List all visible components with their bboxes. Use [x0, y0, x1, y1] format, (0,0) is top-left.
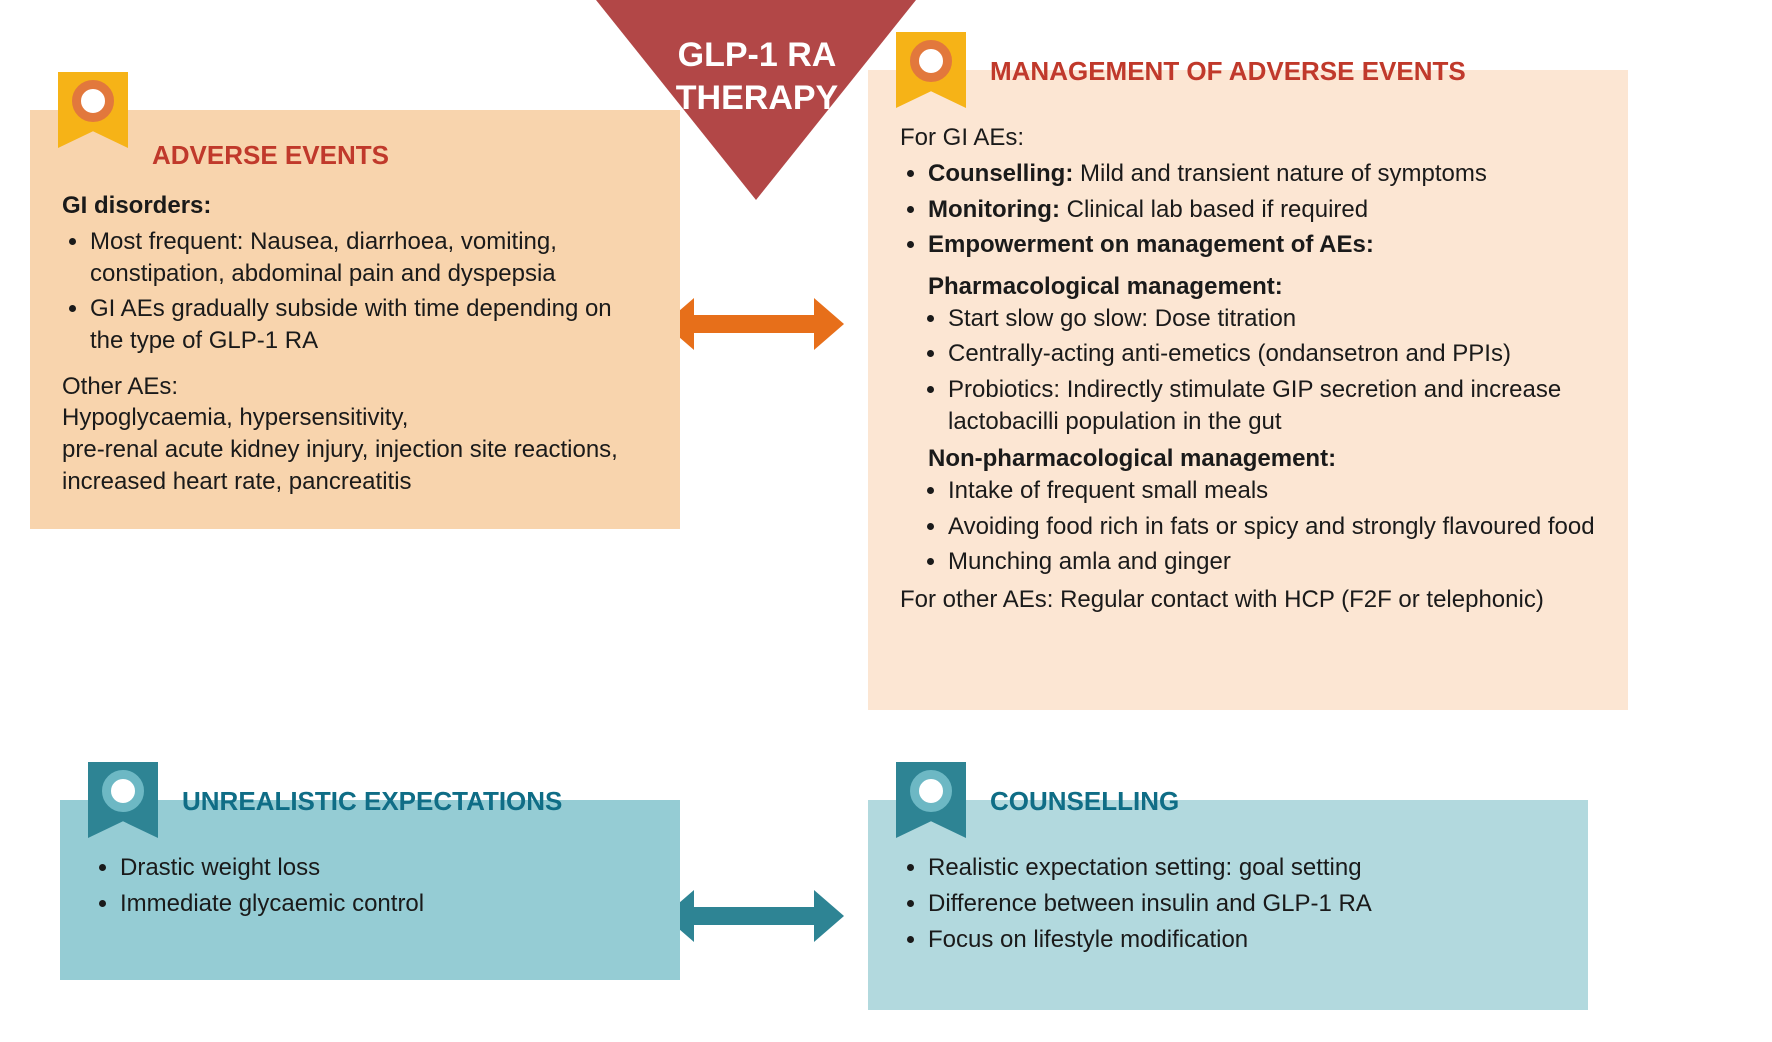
mgmt-other-text: For other AEs: Regular contact with HCP …: [900, 584, 1596, 616]
title-text: ADVERSE EVENTS: [152, 140, 389, 170]
bookmark-ring: [910, 770, 952, 812]
panel-adverse-events: ADVERSE EVENTS GI disorders: Most freque…: [30, 110, 680, 529]
title-text: UNREALISTIC EXPECTATIONS: [182, 786, 562, 816]
bookmark-counselling: [896, 762, 966, 838]
pharm-heading: Pharmacological management:: [900, 271, 1596, 303]
list-item: Centrally-acting anti-emetics (ondansetr…: [948, 338, 1596, 370]
panel-title-expectations: UNREALISTIC EXPECTATIONS: [92, 784, 648, 818]
arrow-bottom: [664, 890, 844, 942]
title-text: MANAGEMENT OF ADVERSE EVENTS: [990, 56, 1466, 86]
list-item: Focus on lifestyle modification: [928, 924, 1556, 956]
mgmt-main-bullets: Counselling: Mild and transient nature o…: [900, 158, 1596, 261]
gi-bullets: Most frequent: Nausea, diarrhoea, vomiti…: [62, 226, 648, 357]
panel-title-management: MANAGEMENT OF ADVERSE EVENTS: [900, 54, 1596, 88]
center-line1: GLP-1 RA: [678, 36, 837, 74]
center-line2: THERAPY: [676, 79, 838, 117]
bookmark-ring: [72, 80, 114, 122]
list-item: Probiotics: Indirectly stimulate GIP sec…: [948, 374, 1596, 437]
gi-heading: GI disorders:: [62, 190, 648, 222]
list-item: Monitoring: Clinical lab based if requir…: [928, 194, 1596, 226]
list-item: Intake of frequent small meals: [948, 475, 1596, 507]
arrow-top: [664, 298, 844, 350]
list-item: Avoiding food rich in fats or spicy and …: [948, 511, 1596, 543]
center-title: GLP-1 RA THERAPY: [642, 34, 872, 119]
arrow-shaft: [694, 315, 814, 333]
panel-title-adverse: ADVERSE EVENTS: [62, 138, 648, 172]
bookmark-expectations: [88, 762, 158, 838]
panel-counselling: COUNSELLING Realistic expectation settin…: [868, 800, 1588, 1010]
list-item: Munching amla and ginger: [948, 546, 1596, 578]
nonpharm-bullets: Intake of frequent small meals Avoiding f…: [900, 475, 1596, 578]
bookmark-ring: [102, 770, 144, 812]
list-item: Immediate glycaemic control: [120, 888, 648, 920]
panel-title-counselling: COUNSELLING: [900, 784, 1556, 818]
counselling-bullets: Realistic expectation setting: goal sett…: [900, 852, 1556, 955]
panel-expectations: UNREALISTIC EXPECTATIONS Drastic weight …: [60, 800, 680, 980]
pharm-bullets: Start slow go slow: Dose titrationCentra…: [900, 303, 1596, 438]
mgmt-gi-heading: For GI AEs:: [900, 122, 1596, 154]
list-item: Drastic weight loss: [120, 852, 648, 884]
other-heading: Other AEs:: [62, 371, 648, 403]
list-item: GI AEs gradually subside with time depen…: [90, 293, 648, 356]
expectations-bullets: Drastic weight loss Immediate glycaemic c…: [92, 852, 648, 919]
list-item: Most frequent: Nausea, diarrhoea, vomiti…: [90, 226, 648, 289]
title-text: COUNSELLING: [990, 786, 1179, 816]
arrow-head-right: [814, 890, 844, 942]
bookmark-adverse: [58, 72, 128, 148]
list-item: Empowerment on management of AEs:: [928, 229, 1596, 261]
arrow-shaft: [694, 907, 814, 925]
list-item: Start slow go slow: Dose titration: [948, 303, 1596, 335]
other-aes-text: Hypoglycaemia, hypersensitivity, pre-ren…: [62, 402, 648, 497]
nonpharm-heading: Non-pharmacological management:: [900, 443, 1596, 475]
bookmark-ring: [910, 40, 952, 82]
bookmark-management: [896, 32, 966, 108]
list-item: Counselling: Mild and transient nature o…: [928, 158, 1596, 190]
panel-management: MANAGEMENT OF ADVERSE EVENTS For GI AEs:…: [868, 70, 1628, 710]
list-item: Realistic expectation setting: goal sett…: [928, 852, 1556, 884]
arrow-head-right: [814, 298, 844, 350]
list-item: Difference between insulin and GLP-1 RA: [928, 888, 1556, 920]
